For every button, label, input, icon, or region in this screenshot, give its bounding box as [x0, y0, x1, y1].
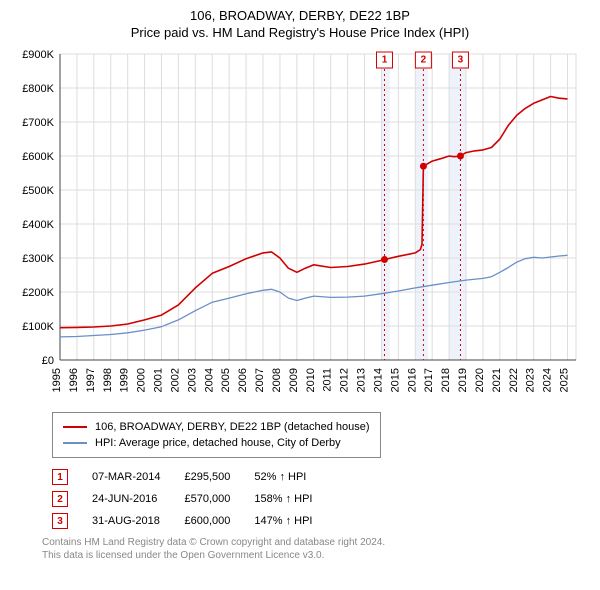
- svg-text:£900K: £900K: [22, 49, 54, 61]
- svg-text:2014: 2014: [372, 368, 384, 392]
- chart: £0 £100K £200K £300K £400K £500K £600K £700K £80…: [12, 46, 588, 406]
- legend-row: 106, BROADWAY, DERBY, DE22 1BP (detached…: [63, 419, 370, 435]
- svg-text:1995: 1995: [51, 368, 63, 392]
- events-table: 1 07-MAR-2014£295,50052% ↑ HPI 2 24-JUN-201…: [52, 466, 336, 532]
- svg-text:2024: 2024: [542, 368, 554, 392]
- container: 106, BROADWAY, DERBY, DE22 1BP Price pai…: [0, 0, 600, 590]
- svg-text:1997: 1997: [85, 368, 97, 392]
- svg-text:2015: 2015: [389, 368, 401, 392]
- svg-text:£600K: £600K: [22, 151, 54, 163]
- license-line-2: This data is licensed under the Open Gov…: [42, 549, 588, 562]
- svg-text:2011: 2011: [322, 368, 334, 392]
- svg-text:£800K: £800K: [22, 83, 54, 95]
- legend-swatch: [63, 442, 87, 444]
- legend-swatch: [63, 426, 87, 428]
- svg-text:£300K: £300K: [22, 253, 54, 265]
- chart-subtitle: Price paid vs. HM Land Registry's House …: [12, 25, 588, 40]
- svg-text:2010: 2010: [305, 368, 317, 392]
- svg-text:£100K: £100K: [22, 321, 54, 333]
- event-marker-box: 2: [52, 491, 68, 507]
- svg-text:2021: 2021: [491, 368, 503, 392]
- svg-text:2004: 2004: [203, 368, 215, 392]
- svg-text:2013: 2013: [356, 368, 368, 392]
- svg-text:£700K: £700K: [22, 117, 54, 129]
- event-date: 07-MAR-2014: [92, 466, 184, 488]
- svg-text:2006: 2006: [237, 368, 249, 392]
- event-price: £600,000: [184, 510, 254, 532]
- event-row: 3 31-AUG-2018£600,000147% ↑ HPI: [52, 510, 336, 532]
- svg-text:2001: 2001: [153, 368, 165, 392]
- svg-text:3: 3: [458, 55, 464, 66]
- event-row: 2 24-JUN-2016£570,000158% ↑ HPI: [52, 488, 336, 510]
- svg-text:2005: 2005: [220, 368, 232, 392]
- svg-text:1: 1: [382, 55, 388, 66]
- event-date: 31-AUG-2018: [92, 510, 184, 532]
- svg-text:2018: 2018: [440, 368, 452, 392]
- event-date: 24-JUN-2016: [92, 488, 184, 510]
- svg-text:£500K: £500K: [22, 185, 54, 197]
- legend: 106, BROADWAY, DERBY, DE22 1BP (detached…: [52, 412, 381, 458]
- svg-text:1998: 1998: [102, 368, 114, 392]
- svg-text:2022: 2022: [508, 368, 520, 392]
- svg-text:2020: 2020: [474, 368, 486, 392]
- event-pct: 52% ↑ HPI: [254, 466, 336, 488]
- chart-svg: £0 £100K £200K £300K £400K £500K £600K £700K £80…: [12, 46, 588, 406]
- svg-text:2009: 2009: [288, 368, 300, 392]
- event-marker-box: 1: [52, 469, 68, 485]
- svg-text:2017: 2017: [423, 368, 435, 392]
- event-pct: 158% ↑ HPI: [254, 488, 336, 510]
- event-price: £570,000: [184, 488, 254, 510]
- event-pct: 147% ↑ HPI: [254, 510, 336, 532]
- legend-label: 106, BROADWAY, DERBY, DE22 1BP (detached…: [95, 419, 370, 435]
- legend-row: HPI: Average price, detached house, City…: [63, 435, 370, 451]
- svg-text:2019: 2019: [457, 368, 469, 392]
- svg-text:2008: 2008: [271, 368, 283, 392]
- event-row: 1 07-MAR-2014£295,50052% ↑ HPI: [52, 466, 336, 488]
- legend-label: HPI: Average price, detached house, City…: [95, 435, 341, 451]
- license-line-1: Contains HM Land Registry data © Crown c…: [42, 536, 588, 549]
- event-price: £295,500: [184, 466, 254, 488]
- svg-text:2016: 2016: [406, 368, 418, 392]
- svg-text:2000: 2000: [136, 368, 148, 392]
- svg-text:2025: 2025: [559, 368, 571, 392]
- svg-text:1996: 1996: [68, 368, 80, 392]
- svg-text:£0: £0: [42, 355, 54, 367]
- svg-text:2: 2: [421, 55, 427, 66]
- chart-title: 106, BROADWAY, DERBY, DE22 1BP: [12, 8, 588, 23]
- license-block: Contains HM Land Registry data © Crown c…: [42, 536, 588, 562]
- svg-text:1999: 1999: [119, 368, 131, 392]
- svg-text:£200K: £200K: [22, 287, 54, 299]
- svg-text:2012: 2012: [339, 368, 351, 392]
- svg-text:2002: 2002: [169, 368, 181, 392]
- svg-text:£400K: £400K: [22, 219, 54, 231]
- svg-text:2023: 2023: [525, 368, 537, 392]
- event-marker-box: 3: [52, 513, 68, 529]
- svg-text:2007: 2007: [254, 368, 266, 392]
- svg-text:2003: 2003: [186, 368, 198, 392]
